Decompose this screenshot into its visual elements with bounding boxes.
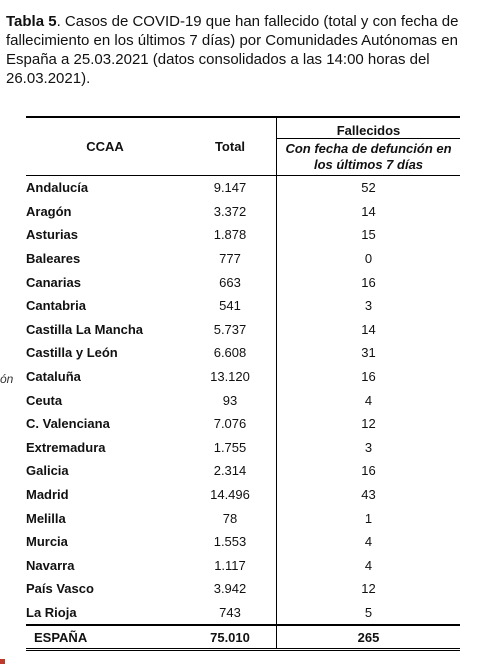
table-row: Asturias 1.878 15 — [26, 223, 460, 247]
row-ccaa: Ceuta — [26, 392, 63, 408]
row-ccaa: Cantabria — [26, 298, 86, 314]
row-total: 1.878 — [184, 223, 277, 247]
cut-off-text-fragment: ón — [0, 372, 14, 386]
table-row: País Vasco 3.942 12 — [26, 577, 460, 601]
table-row: Murcia 1.553 4 — [26, 529, 460, 554]
row-recent: 3 — [364, 298, 373, 314]
table-row: Baleares 777 0 — [26, 246, 460, 271]
table-row: Castilla La Mancha 5.737 14 — [26, 317, 460, 342]
row-recent: 16 — [361, 369, 376, 385]
header-total: Total — [184, 118, 277, 176]
row-recent: 1 — [364, 510, 373, 526]
row-ccaa: Murcia — [26, 534, 68, 550]
header-fallecidos: Fallecidos — [276, 118, 460, 139]
row-total: 777 — [184, 246, 277, 271]
table-total-row: ESPAÑA 75.010 265 — [26, 624, 460, 652]
table-body: Andalucía 9.147 52 Aragón 3.372 14 Asturias 1.8… — [26, 176, 460, 626]
row-ccaa: Melilla — [26, 510, 66, 526]
row-ccaa: Galicia — [26, 463, 69, 479]
row-ccaa: Cataluña — [26, 369, 81, 385]
row-total: 9.147 — [184, 176, 277, 200]
table-row: Galicia 2.314 16 — [26, 459, 460, 483]
row-ccaa: Navarra — [26, 557, 75, 573]
row-total: 78 — [184, 506, 277, 530]
row-ccaa: Baleares — [26, 251, 81, 267]
table-row: Ceuta 93 4 — [26, 388, 460, 412]
row-recent: 16 — [361, 274, 376, 290]
row-ccaa: País Vasco — [26, 581, 94, 597]
table-row: C. Valenciana 7.076 12 — [26, 411, 460, 436]
row-ccaa: La Rioja — [26, 604, 77, 620]
red-marker — [0, 659, 5, 664]
caption-label: Tabla 5 — [6, 13, 57, 30]
row-ccaa: Asturias — [26, 227, 79, 243]
table-row: Aragón 3.372 14 — [26, 199, 460, 224]
table-row: Andalucía 9.147 52 — [26, 176, 460, 200]
row-total: 1.117 — [184, 553, 277, 578]
row-recent: 12 — [361, 416, 376, 432]
row-recent: 4 — [364, 534, 373, 550]
row-recent: 0 — [364, 251, 373, 267]
table-row: Madrid 14.496 43 — [26, 482, 460, 507]
table-row: Navarra 1.117 4 — [26, 553, 460, 578]
row-total: 6.608 — [184, 341, 277, 365]
table-row: Castilla y León 6.608 31 — [26, 341, 460, 365]
row-recent: 15 — [361, 227, 376, 243]
row-recent: 12 — [361, 581, 376, 597]
total-total: 75.010 — [184, 624, 277, 652]
row-ccaa: Madrid — [26, 487, 69, 503]
total-recent: 265 — [276, 624, 460, 652]
row-total: 14.496 — [184, 482, 277, 507]
row-recent: 14 — [361, 203, 376, 219]
table-row: Canarias 663 16 — [26, 270, 460, 294]
row-ccaa: Aragón — [26, 203, 72, 219]
row-recent: 5 — [364, 604, 373, 620]
row-total: 1.755 — [184, 435, 277, 460]
table-row: Cataluña 13.120 16 — [26, 364, 460, 389]
row-recent: 4 — [364, 557, 373, 573]
row-total: 3.942 — [184, 577, 277, 601]
row-recent: 16 — [361, 463, 376, 479]
table-row: Extremadura 1.755 3 — [26, 435, 460, 460]
row-total: 93 — [184, 388, 277, 412]
row-ccaa: C. Valenciana — [26, 416, 110, 432]
row-total: 7.076 — [184, 411, 277, 436]
row-ccaa: Castilla La Mancha — [26, 321, 144, 337]
row-recent: 4 — [364, 392, 373, 408]
row-total: 2.314 — [184, 459, 277, 483]
row-total: 743 — [184, 600, 277, 626]
row-ccaa: Castilla y León — [26, 345, 118, 361]
row-recent: 52 — [361, 180, 376, 196]
row-total: 5.737 — [184, 317, 277, 342]
row-recent: 31 — [361, 345, 376, 361]
row-total: 3.372 — [184, 199, 277, 224]
header-recent: Con fecha de defunción en los últimos 7 … — [285, 141, 452, 172]
table-row: Cantabria 541 3 — [26, 293, 460, 318]
table-caption: Tabla 5. Casos de COVID-19 que han falle… — [6, 12, 476, 88]
row-recent: 14 — [361, 321, 376, 337]
row-total: 541 — [184, 293, 277, 318]
row-total: 663 — [184, 270, 277, 294]
caption-text: . Casos de COVID-19 que han fallecido (t… — [6, 13, 459, 87]
table-row: La Rioja 743 5 — [26, 600, 460, 626]
row-total: 1.553 — [184, 529, 277, 554]
row-ccaa: Andalucía — [26, 180, 89, 196]
row-total: 13.120 — [184, 364, 277, 389]
row-ccaa: Canarias — [26, 274, 81, 290]
row-recent: 3 — [364, 439, 373, 455]
row-ccaa: Extremadura — [26, 439, 106, 455]
row-recent: 43 — [361, 487, 376, 503]
header-ccaa: CCAA — [86, 139, 124, 154]
total-ccaa: ESPAÑA — [26, 624, 184, 652]
covid-deaths-table: CCAA Total Fallecidos Con fecha de defun… — [26, 116, 460, 652]
table-row: Melilla 78 1 — [26, 506, 460, 530]
